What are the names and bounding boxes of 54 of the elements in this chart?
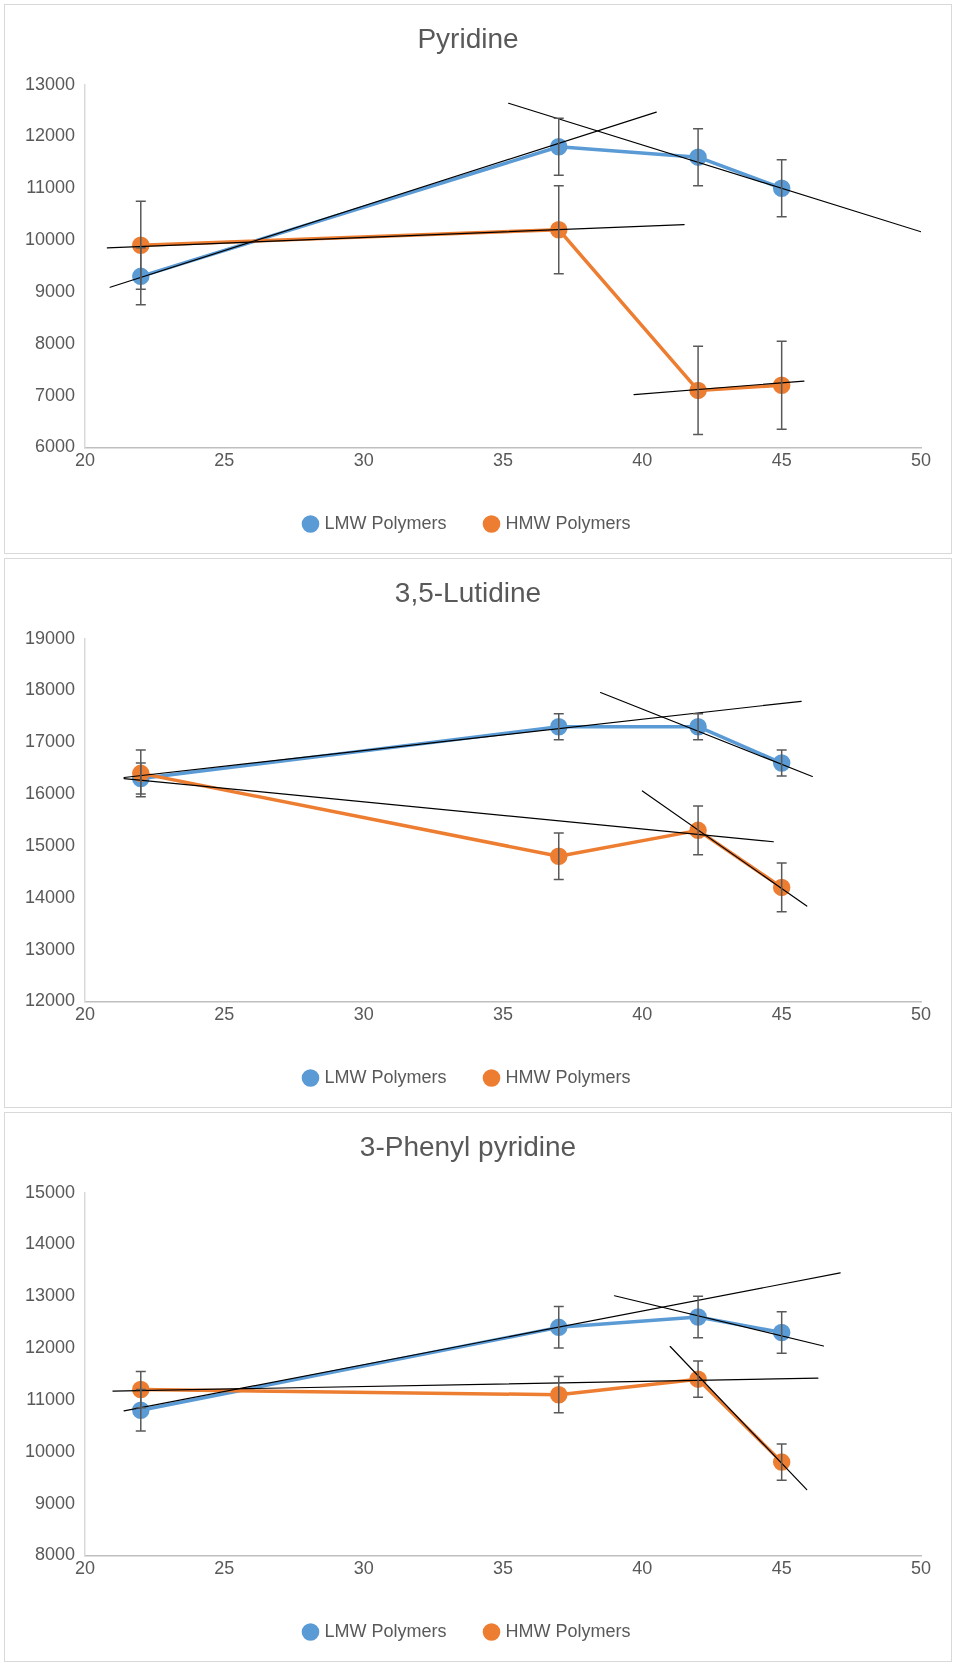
y-tick-label: 15000	[24, 834, 76, 855]
x-tick-label: 20	[75, 450, 96, 471]
x-tick-label: 45	[771, 450, 792, 471]
legend-label: HMW Polymers	[505, 512, 631, 533]
y-tick-label: 13000	[24, 1285, 76, 1306]
y-tick-label: 17000	[24, 731, 76, 752]
x-tick-label: 50	[910, 1558, 932, 1579]
legend-label: LMW Polymers	[324, 1620, 447, 1641]
y-tick-label: 7000	[35, 384, 76, 405]
chart-title: 3,5-Lutidine	[394, 576, 542, 608]
x-tick-label: 50	[910, 1004, 932, 1025]
legend-label: LMW Polymers	[324, 1066, 447, 1087]
x-tick-label: 35	[493, 1558, 514, 1579]
x-tick-label: 25	[214, 450, 235, 471]
x-tick-label: 40	[632, 1558, 653, 1579]
x-tick-label: 35	[493, 1004, 514, 1025]
y-tick-label: 12000	[24, 125, 76, 146]
x-tick-label: 40	[632, 450, 653, 471]
y-tick-label: 10000	[24, 229, 76, 250]
y-tick-label: 18000	[24, 679, 76, 700]
y-tick-label: 12000	[24, 990, 76, 1011]
x-tick-label: 25	[214, 1004, 235, 1025]
x-tick-label: 30	[353, 450, 374, 471]
y-tick-label: 11000	[26, 177, 76, 198]
chart-title: Pyridine	[417, 22, 519, 54]
x-tick-label: 45	[771, 1004, 792, 1025]
chart-title: 3-Phenyl pyridine	[359, 1130, 577, 1162]
y-tick-label: 14000	[24, 886, 76, 907]
x-tick-label: 35	[493, 450, 514, 471]
y-tick-label: 16000	[24, 783, 76, 804]
y-tick-label: 13000	[24, 938, 76, 959]
x-tick-label: 30	[353, 1558, 374, 1579]
y-tick-label: 13000	[24, 73, 76, 94]
y-tick-label: 12000	[24, 1337, 76, 1358]
y-tick-label: 10000	[24, 1440, 76, 1461]
x-tick-label: 40	[632, 1004, 653, 1025]
y-tick-label: 9000	[35, 1492, 76, 1513]
y-tick-label: 15000	[24, 1181, 76, 1202]
x-tick-label: 50	[910, 450, 932, 471]
y-tick-label: 9000	[35, 280, 76, 301]
y-tick-label: 6000	[35, 436, 76, 457]
x-tick-label: 20	[75, 1004, 96, 1025]
x-tick-label: 45	[771, 1558, 792, 1579]
legend-label: LMW Polymers	[324, 512, 447, 533]
y-tick-label: 11000	[26, 1388, 76, 1409]
legend-label: HMW Polymers	[505, 1620, 631, 1641]
y-tick-label: 8000	[35, 332, 76, 353]
x-tick-label: 25	[214, 1558, 235, 1579]
x-tick-label: 30	[353, 1004, 374, 1025]
y-tick-label: 8000	[35, 1544, 76, 1565]
y-tick-label: 14000	[24, 1233, 76, 1254]
y-tick-label: 19000	[24, 627, 76, 648]
x-tick-label: 20	[75, 1558, 96, 1579]
legend-label: HMW Polymers	[505, 1066, 631, 1087]
